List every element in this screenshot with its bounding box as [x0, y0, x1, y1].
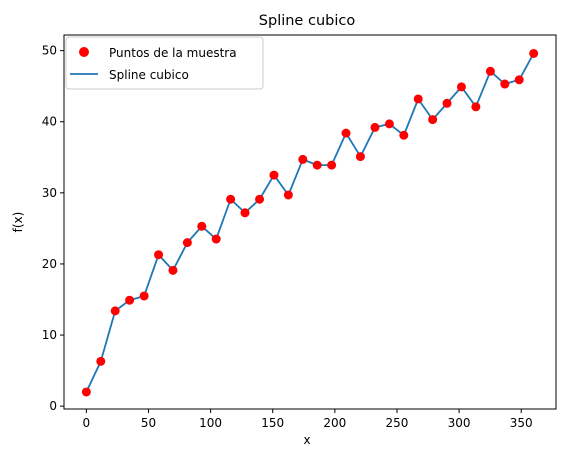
data-point	[298, 154, 308, 164]
data-point	[384, 119, 394, 129]
data-point	[182, 238, 192, 248]
legend-box	[65, 36, 264, 90]
y-tick-label: 50	[42, 44, 57, 58]
data-point	[456, 82, 466, 92]
x-tick-label: 200	[323, 416, 346, 430]
chart-title: Spline cubico	[259, 13, 356, 29]
data-point	[168, 265, 178, 275]
legend: Puntos de la muestra Spline cubico	[65, 36, 264, 90]
y-tick-label: 0	[49, 399, 57, 413]
axes-frame	[63, 34, 557, 410]
data-point	[355, 152, 365, 162]
legend-marker-scatter	[79, 47, 89, 57]
data-point	[269, 170, 279, 180]
x-tick-label: 250	[386, 416, 409, 430]
x-tick-label: 350	[510, 416, 533, 430]
data-point	[96, 356, 106, 366]
data-point	[514, 75, 524, 85]
y-tick-label: 20	[42, 257, 57, 271]
data-point	[428, 115, 438, 125]
data-point	[255, 194, 265, 204]
data-point	[327, 160, 337, 170]
data-point	[125, 295, 135, 305]
data-point	[154, 250, 164, 260]
y-tick-label: 30	[42, 186, 57, 200]
data-point	[370, 122, 380, 132]
series-layer	[81, 48, 539, 397]
y-axis-label: f(x)	[11, 212, 25, 233]
x-tick-label: 150	[261, 416, 284, 430]
legend-label-line: Spline cubico	[109, 68, 189, 82]
y-tick-label: 40	[42, 115, 57, 129]
data-point	[500, 79, 510, 89]
data-point	[197, 221, 207, 231]
data-point	[139, 291, 149, 301]
data-point	[471, 102, 481, 112]
data-point	[341, 128, 351, 138]
data-point	[226, 194, 236, 204]
x-tick-label: 100	[199, 416, 222, 430]
plot-area	[63, 34, 557, 410]
data-point	[442, 98, 452, 108]
data-point	[283, 190, 293, 200]
y-tick-label: 10	[42, 328, 57, 342]
data-point	[529, 48, 539, 58]
legend-label-scatter: Puntos de la muestra	[109, 46, 237, 60]
data-point	[110, 306, 120, 316]
data-point	[81, 387, 91, 397]
data-point	[211, 234, 221, 244]
x-tick-label: 50	[141, 416, 156, 430]
x-tick-label: 300	[448, 416, 471, 430]
data-point	[413, 94, 423, 104]
data-point	[485, 66, 495, 76]
x-tick-label: 0	[83, 416, 91, 430]
x-axis-ticks: 0 50 100 150 200 250 300 350	[83, 409, 533, 430]
data-point	[399, 130, 409, 140]
data-point	[240, 208, 250, 218]
y-axis-ticks: 0 10 20 30 40 50	[42, 44, 64, 413]
x-axis-label: x	[303, 433, 310, 447]
data-point	[312, 160, 322, 170]
